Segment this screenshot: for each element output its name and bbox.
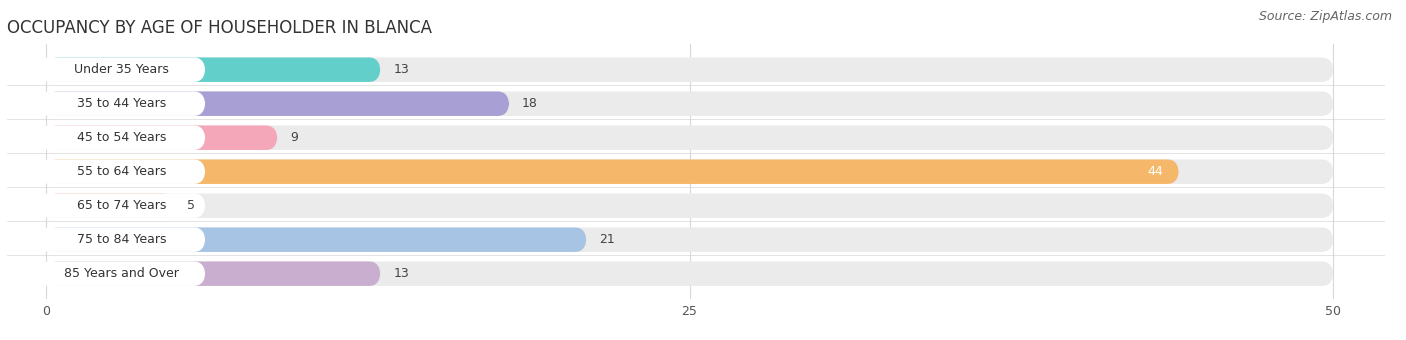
Text: 21: 21 — [599, 233, 616, 246]
FancyBboxPatch shape — [45, 125, 277, 150]
Text: 9: 9 — [290, 131, 298, 144]
Text: 45 to 54 Years: 45 to 54 Years — [77, 131, 166, 144]
FancyBboxPatch shape — [45, 91, 509, 116]
Text: OCCUPANCY BY AGE OF HOUSEHOLDER IN BLANCA: OCCUPANCY BY AGE OF HOUSEHOLDER IN BLANC… — [7, 19, 432, 37]
Text: 44: 44 — [1147, 165, 1163, 178]
FancyBboxPatch shape — [38, 159, 205, 184]
FancyBboxPatch shape — [38, 57, 205, 82]
Text: 85 Years and Over: 85 Years and Over — [65, 267, 179, 280]
FancyBboxPatch shape — [38, 227, 205, 252]
FancyBboxPatch shape — [38, 261, 205, 286]
FancyBboxPatch shape — [45, 261, 381, 286]
FancyBboxPatch shape — [45, 227, 1333, 252]
FancyBboxPatch shape — [38, 91, 205, 116]
Text: 65 to 74 Years: 65 to 74 Years — [77, 199, 166, 212]
Text: Under 35 Years: Under 35 Years — [75, 63, 169, 76]
Text: 75 to 84 Years: 75 to 84 Years — [77, 233, 166, 246]
Text: 13: 13 — [394, 63, 409, 76]
Text: Source: ZipAtlas.com: Source: ZipAtlas.com — [1258, 10, 1392, 23]
FancyBboxPatch shape — [45, 159, 1178, 184]
FancyBboxPatch shape — [45, 261, 1333, 286]
Text: 18: 18 — [522, 97, 538, 110]
FancyBboxPatch shape — [45, 57, 381, 82]
FancyBboxPatch shape — [45, 159, 1333, 184]
FancyBboxPatch shape — [45, 193, 1333, 218]
FancyBboxPatch shape — [45, 193, 174, 218]
FancyBboxPatch shape — [38, 125, 205, 150]
Text: 13: 13 — [394, 267, 409, 280]
FancyBboxPatch shape — [38, 193, 205, 218]
Text: 35 to 44 Years: 35 to 44 Years — [77, 97, 166, 110]
Text: 5: 5 — [187, 199, 195, 212]
Text: 55 to 64 Years: 55 to 64 Years — [77, 165, 166, 178]
FancyBboxPatch shape — [45, 91, 1333, 116]
FancyBboxPatch shape — [45, 125, 1333, 150]
FancyBboxPatch shape — [45, 227, 586, 252]
FancyBboxPatch shape — [45, 57, 1333, 82]
